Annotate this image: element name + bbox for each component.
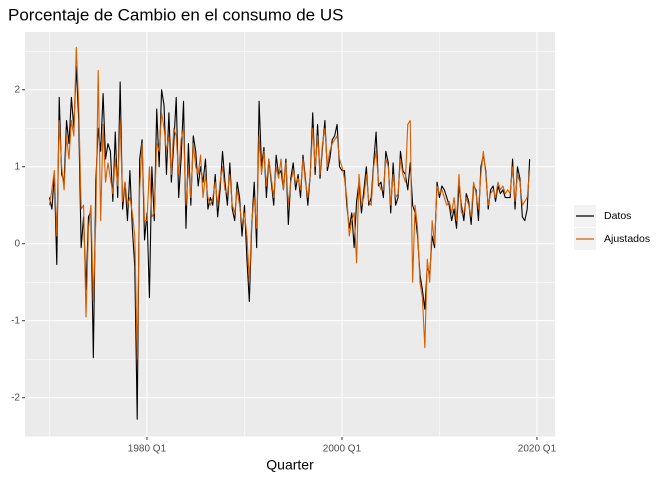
y-tick-label: 0 bbox=[14, 238, 20, 249]
x-tick-label: 2020 Q1 bbox=[518, 444, 557, 455]
x-tick-label: 2000 Q1 bbox=[323, 444, 362, 455]
chart-title: Porcentaje de Cambio en el consumo de US bbox=[8, 5, 343, 24]
y-tick-label: 2 bbox=[14, 84, 20, 95]
panel bbox=[25, 32, 555, 437]
x-axis-title: Quarter bbox=[266, 457, 314, 473]
y-tick-label: 1 bbox=[14, 161, 20, 172]
legend-label: Ajustados bbox=[604, 233, 650, 245]
x-tick-label: 1980 Q1 bbox=[128, 444, 167, 455]
y-tick-label: -2 bbox=[11, 392, 20, 403]
series-line bbox=[48, 46, 531, 360]
legend-label: Datos bbox=[604, 210, 631, 222]
y-tick-label: -1 bbox=[11, 315, 20, 326]
series-line bbox=[48, 66, 531, 420]
